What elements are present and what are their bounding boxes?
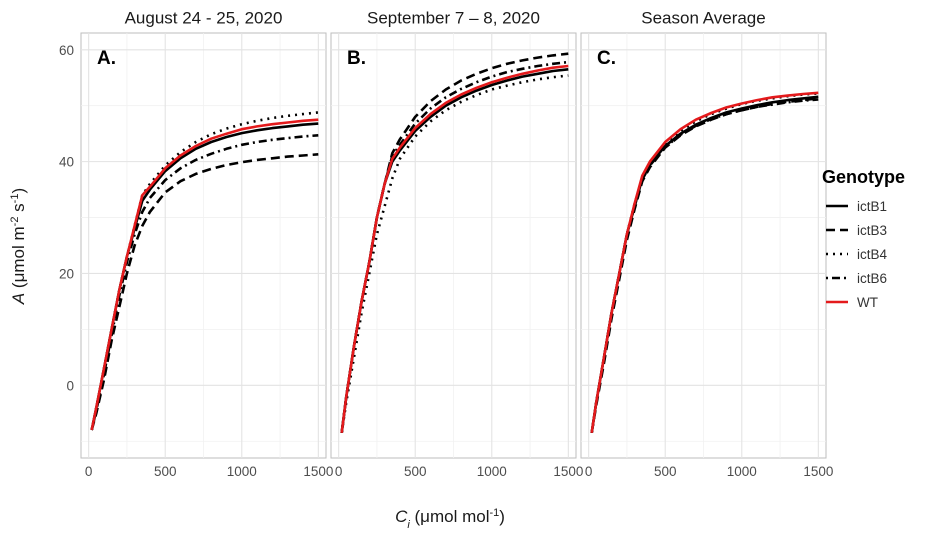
x-tick-label: 1000 [227,464,257,479]
x-tick-label: 500 [154,464,177,479]
legend-title: Genotype [822,167,905,187]
series-line-ictB3 [590,97,819,434]
legend-label: WT [857,295,878,310]
x-tick-label: 1000 [727,464,757,479]
panel-label: B. [347,48,366,69]
series-line-ictB3 [340,52,569,433]
panel-3: Season Average 0 500 1000 1500 C. [580,9,833,479]
panel-1: August 24 - 25, 2020 0 500 1000 1500 0 20 40 60 A… [59,9,333,480]
x-tick-label: 0 [85,464,93,479]
y-tick-label: 60 [59,43,74,58]
x-tick-label: 1500 [303,464,333,479]
x-tick-label: 0 [335,464,343,479]
panel-title: Season Average [641,9,765,28]
panel-label: A. [97,48,116,69]
x-tick-label: 500 [654,464,677,479]
x-tick-label: 0 [585,464,593,479]
x-tick-label: 1000 [477,464,507,479]
series-line-ictB4 [90,111,319,431]
series-line-ictB3 [90,153,319,431]
y-axis-title: A (μmol m-2 s-1) [9,188,28,305]
x-tick-label: 1500 [803,464,833,479]
panel-title: September 7 – 8, 2020 [367,9,540,28]
series-line-WT [590,91,819,433]
y-tick-label: 20 [59,266,74,281]
legend: Genotype ictB1 ictB3 ictB4 ictB6 WT [822,167,905,310]
series-line-ictB4 [340,74,569,433]
x-tick-label: 500 [404,464,427,479]
panel-2: September 7 – 8, 2020 0 500 1000 1500 B. [330,9,583,479]
x-axis-title: Ci (μmol mol-1) [395,507,505,531]
panel-label: C. [597,48,616,69]
series-line-WT [340,64,569,433]
panel-title: August 24 - 25, 2020 [125,9,283,28]
legend-label: ictB3 [857,223,887,238]
legend-label: ictB4 [857,247,888,262]
x-tick-label: 1500 [553,464,583,479]
legend-label: ictB6 [857,271,887,286]
y-tick-label: 0 [66,378,74,393]
legend-label: ictB1 [857,199,887,214]
y-tick-label: 40 [59,155,74,170]
series-line-WT [90,118,319,431]
